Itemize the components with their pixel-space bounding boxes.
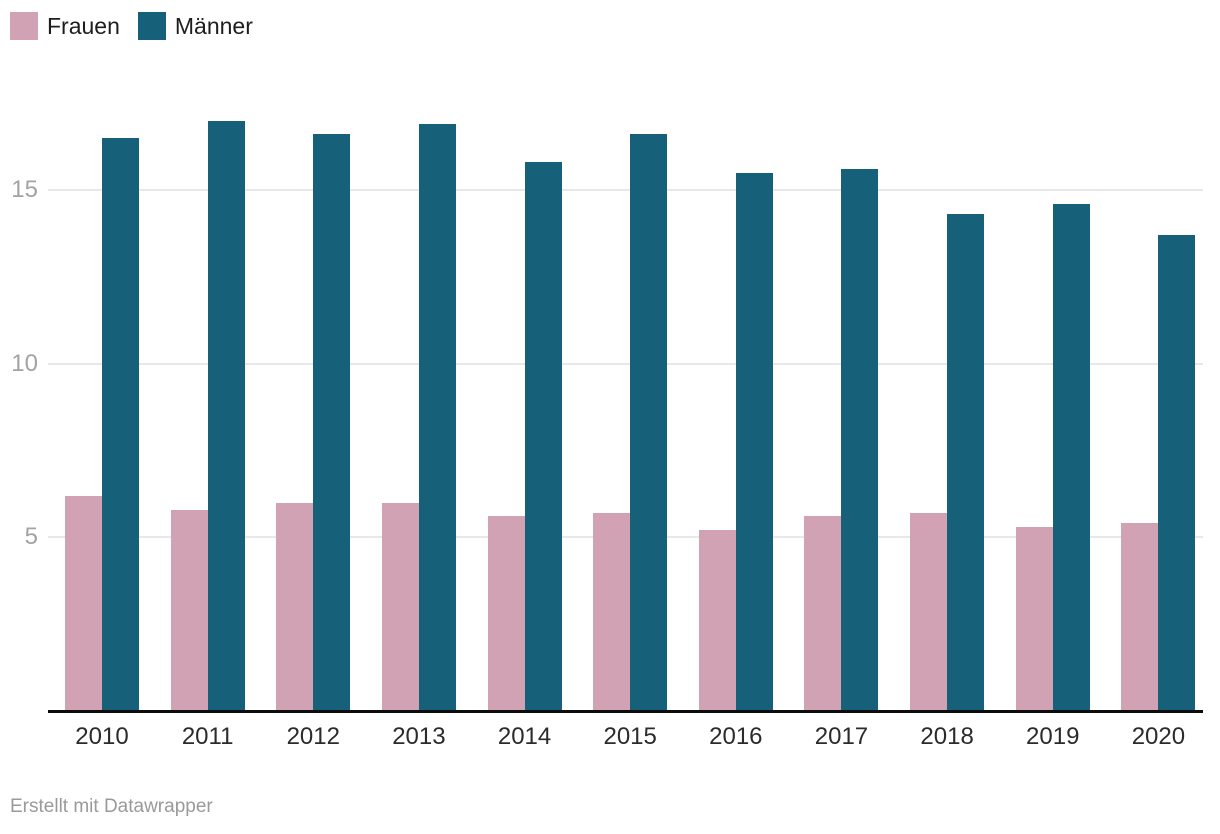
x-axis-label-2016: 2016 xyxy=(709,723,763,750)
x-axis-label-2019: 2019 xyxy=(1026,723,1080,750)
y-tick-label-15: 15 xyxy=(11,176,38,203)
bar-maenner-2013[interactable] xyxy=(418,124,456,711)
bar-frauen-2015[interactable] xyxy=(593,513,631,711)
datawrapper-attribution-link[interactable]: Erstellt mit Datawrapper xyxy=(10,796,213,817)
bar-maenner-2017[interactable] xyxy=(841,169,879,711)
bar-maenner-2010[interactable] xyxy=(102,137,139,711)
legend: Frauen Männer xyxy=(10,12,253,40)
gridline-15 xyxy=(48,189,1203,191)
bar-frauen-2012[interactable] xyxy=(276,502,314,711)
y-tick-label-5: 5 xyxy=(24,523,38,551)
x-axis-baseline xyxy=(48,710,1203,713)
bar-maenner-2012[interactable] xyxy=(313,134,351,711)
bar-maenner-2019[interactable] xyxy=(1052,203,1090,711)
bar-maenner-2016[interactable] xyxy=(735,172,773,711)
bar-maenner-2018[interactable] xyxy=(947,214,985,711)
bar-frauen-2019[interactable] xyxy=(1015,526,1053,711)
y-tick-label-10: 10 xyxy=(11,349,38,377)
legend-item-frauen: Frauen xyxy=(10,12,120,40)
x-axis-label-2020: 2020 xyxy=(1131,723,1186,750)
bar-frauen-2011[interactable] xyxy=(170,509,208,711)
bar-frauen-2017[interactable] xyxy=(804,516,842,711)
legend-label-maenner: Männer xyxy=(174,13,253,39)
x-axis-label-2013: 2013 xyxy=(392,723,446,750)
legend-label-frauen: Frauen xyxy=(47,13,120,39)
x-axis-label-2018: 2018 xyxy=(920,723,974,750)
legend-swatch-maenner xyxy=(137,12,166,40)
bar-frauen-2020[interactable] xyxy=(1121,523,1159,711)
bar-frauen-2014[interactable] xyxy=(487,516,525,711)
gridline-10 xyxy=(48,362,1203,365)
bar-maenner-2015[interactable] xyxy=(630,134,668,711)
bar-maenner-2020[interactable] xyxy=(1158,235,1196,711)
bar-frauen-2013[interactable] xyxy=(381,502,419,711)
x-axis-label-2014: 2014 xyxy=(497,723,552,750)
x-axis-label-2017: 2017 xyxy=(814,723,869,750)
legend-swatch-frauen xyxy=(10,12,38,40)
x-axis-label-2015: 2015 xyxy=(603,723,657,750)
bar-maenner-2014[interactable] xyxy=(524,162,562,711)
bar-frauen-2010[interactable] xyxy=(65,495,102,711)
bar-frauen-2016[interactable] xyxy=(698,530,736,711)
x-axis-label-2012: 2012 xyxy=(286,723,340,750)
x-axis-label-2011: 2011 xyxy=(181,723,234,750)
legend-item-maenner: Männer xyxy=(137,12,253,40)
x-axis-label-2010: 2010 xyxy=(75,723,129,750)
bar-frauen-2018[interactable] xyxy=(910,513,948,711)
bar-maenner-2011[interactable] xyxy=(207,120,245,711)
